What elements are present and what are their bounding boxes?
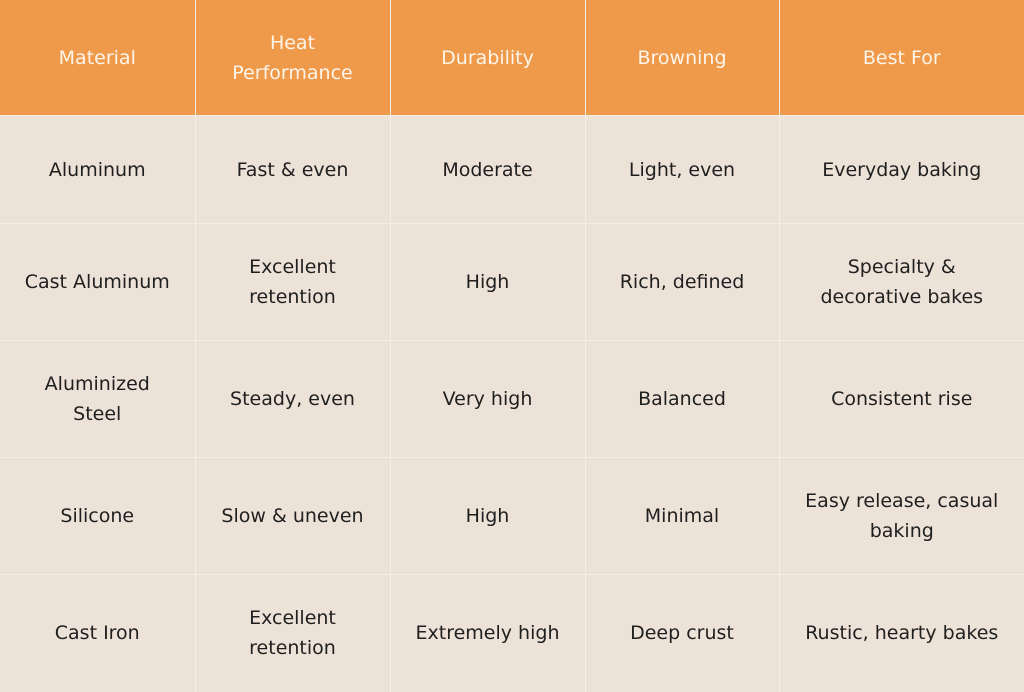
header-heat-performance: Heat Performance — [194, 0, 391, 116]
cell-best-for: Consistent rise — [778, 340, 1024, 458]
cell-best-for: Rustic, hearty bakes — [778, 574, 1024, 692]
cell-browning: Rich, defined — [584, 223, 780, 341]
cell-material: Aluminized Steel — [0, 340, 196, 458]
cell-browning: Balanced — [584, 340, 780, 458]
header-browning: Browning — [584, 0, 780, 116]
cell-heat: Slow & uneven — [194, 457, 391, 575]
cell-best-for: Everyday baking — [778, 115, 1024, 224]
header-heat-performance-label: Heat Performance — [232, 31, 353, 84]
header-material: Material — [0, 0, 196, 116]
table-row: Cast Aluminum Excellent retention High R… — [0, 223, 1024, 341]
cell-durability: High — [389, 457, 586, 575]
cell-durability: High — [389, 223, 586, 341]
cell-material: Silicone — [0, 457, 196, 575]
cell-durability: Very high — [389, 340, 586, 458]
cell-browning: Minimal — [584, 457, 780, 575]
cell-heat: Steady, even — [194, 340, 391, 458]
cell-material: Aluminum — [0, 115, 196, 224]
cell-browning: Deep crust — [584, 574, 780, 692]
header-row: Material Heat Performance Durability Bro… — [0, 0, 1024, 116]
cell-best-for: Specialty & decorative bakes — [778, 223, 1024, 341]
header-best-for: Best For — [778, 0, 1024, 116]
table-row: Aluminum Fast & even Moderate Light, eve… — [0, 115, 1024, 224]
cell-heat: Excellent retention — [194, 223, 391, 341]
cell-heat: Excellent retention — [194, 574, 391, 692]
cell-material: Cast Iron — [0, 574, 196, 692]
header-durability: Durability — [389, 0, 586, 116]
cell-heat: Fast & even — [194, 115, 391, 224]
cell-best-for: Easy release, casual baking — [778, 457, 1024, 575]
cell-durability: Extremely high — [389, 574, 586, 692]
table-row: Cast Iron Excellent retention Extremely … — [0, 574, 1024, 692]
cell-durability: Moderate — [389, 115, 586, 224]
cell-material: Cast Aluminum — [0, 223, 196, 341]
table-row: Silicone Slow & uneven High Minimal Easy… — [0, 457, 1024, 575]
cell-browning: Light, even — [584, 115, 780, 224]
table-row: Aluminized Steel Steady, even Very high … — [0, 340, 1024, 458]
